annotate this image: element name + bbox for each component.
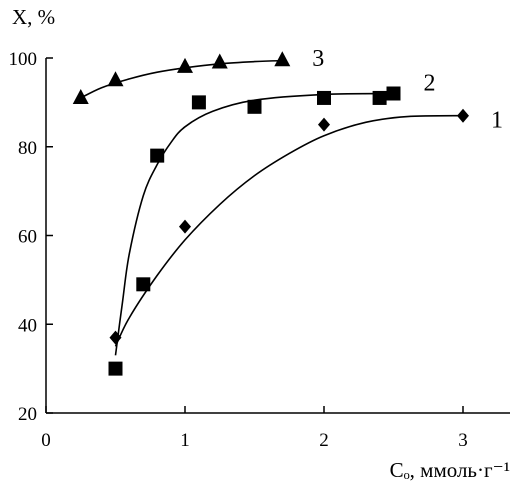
- x-tick-label: 3: [458, 430, 468, 451]
- y-tick-label: 20: [18, 404, 37, 425]
- series-2-point: [150, 148, 165, 163]
- series-3-curve: [80, 59, 283, 99]
- series-1-point: [109, 330, 122, 345]
- y-tick-label: 40: [18, 315, 37, 336]
- series-2-point: [108, 361, 123, 376]
- y-axis-title: X, %: [12, 5, 55, 29]
- axes: [45, 58, 510, 414]
- x-tick-label: 2: [319, 430, 329, 451]
- series-2-curve: [114, 92, 394, 356]
- series-3-label: 3: [312, 46, 324, 72]
- y-tick-label: 60: [18, 227, 37, 248]
- series-2-point: [317, 90, 331, 105]
- tick-labels: 0 1 2 3 20 40 60 80 100: [9, 49, 468, 451]
- series-3-point: [211, 53, 228, 69]
- series-3-point: [72, 88, 89, 104]
- series-1-point: [179, 219, 191, 234]
- series-1-point: [318, 117, 330, 132]
- y-tick-label: 80: [18, 138, 37, 159]
- ticks: [45, 57, 464, 414]
- series-3-point: [274, 51, 291, 67]
- data-points: [72, 51, 469, 376]
- series-2-label: 2: [424, 71, 436, 97]
- x-tick-label: 0: [41, 430, 51, 451]
- series-1-curve: [114, 114, 464, 347]
- series-1-label: 1: [491, 108, 503, 134]
- series-1-point: [457, 108, 469, 123]
- series-2-point: [386, 86, 401, 101]
- series-labels: 1 2 3: [312, 46, 503, 133]
- y-tick-label: 100: [9, 49, 38, 70]
- series-3-point: [177, 57, 193, 73]
- x-axis-title: Cₒ, ммоль·г⁻¹: [390, 458, 510, 482]
- x-tick-label: 1: [180, 430, 190, 451]
- series-2-point: [136, 277, 151, 292]
- series-2-point: [191, 95, 206, 110]
- series-3-point: [107, 71, 124, 87]
- series-2-point: [247, 99, 262, 114]
- fit-curves: [80, 59, 464, 356]
- series-2-point: [372, 90, 387, 105]
